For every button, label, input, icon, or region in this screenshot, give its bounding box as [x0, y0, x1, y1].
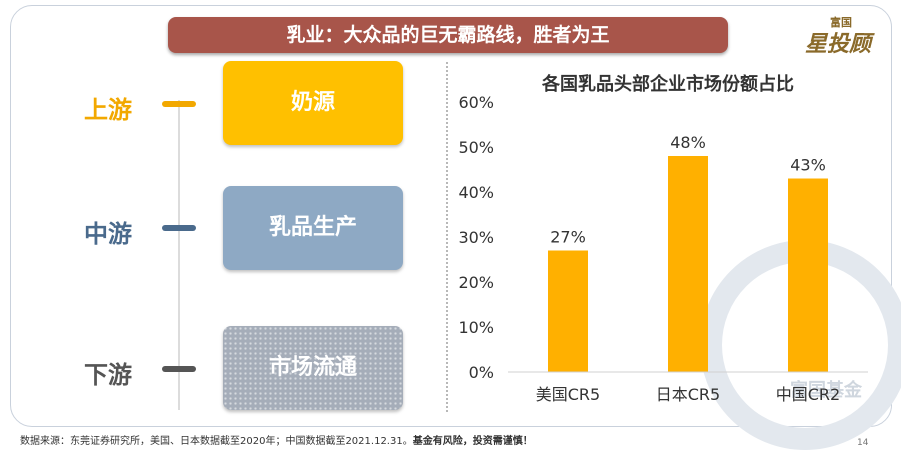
- x-category-label: 日本CR5: [656, 385, 720, 404]
- y-tick-label: 30%: [458, 228, 494, 247]
- stage-tick-downstream: [162, 366, 196, 372]
- footer-source: 数据来源：东莞证券研究所，美国、日本数据截至2020年；中国数据截至2021.1…: [20, 436, 413, 447]
- x-category-label: 美国CR5: [536, 385, 600, 404]
- footer-risk: 基金有风险，投资需谨慎！: [412, 436, 533, 447]
- stage-box-downstream: 市场流通: [223, 326, 403, 410]
- stage-label-upstream: 上游: [84, 96, 132, 124]
- y-tick-label: 60%: [458, 93, 494, 112]
- x-category-label: 中国CR2: [776, 385, 840, 404]
- stage-label-downstream: 下游: [84, 361, 132, 389]
- bar-value-label: 43%: [790, 156, 826, 175]
- chain-line: [178, 100, 180, 410]
- stage-tick-upstream: [162, 101, 196, 107]
- watermark-text: 富国基金: [790, 380, 862, 401]
- bar: [668, 156, 708, 372]
- section-divider: [446, 62, 448, 412]
- bar-value-label: 48%: [670, 133, 706, 152]
- stage-box-upstream: 奶源: [223, 61, 403, 145]
- bar: [548, 250, 588, 372]
- logo-small-text: 富国: [830, 16, 852, 29]
- y-tick-label: 10%: [458, 318, 494, 337]
- slide-title: 乳业：大众品的巨无霸路线，胜者为王: [168, 17, 728, 53]
- stage-box-midstream: 乳品生产: [223, 186, 403, 270]
- market-share-chart: 各国乳品头部企业市场份额占比 0% 10% 20% 30% 40% 50% 60% 27% 美…: [458, 73, 868, 404]
- page-number: 14: [857, 438, 869, 448]
- footer-note: 数据来源：东莞证券研究所，美国、日本数据截至2020年；中国数据截至2021.1…: [20, 432, 533, 447]
- y-tick-label: 20%: [458, 273, 494, 292]
- y-tick-label: 0%: [469, 363, 494, 382]
- stage-label-midstream: 中游: [84, 220, 132, 248]
- stage-tick-midstream: [162, 225, 196, 231]
- chart-title: 各国乳品头部企业市场份额占比: [541, 73, 794, 95]
- bar-value-label: 27%: [550, 228, 586, 247]
- y-tick-label: 50%: [458, 138, 494, 157]
- bar: [788, 178, 828, 372]
- logo-large-text: 星投顾: [805, 32, 872, 57]
- y-tick-label: 40%: [458, 183, 494, 202]
- brand-logo: 富国 星投顾: [785, 14, 895, 58]
